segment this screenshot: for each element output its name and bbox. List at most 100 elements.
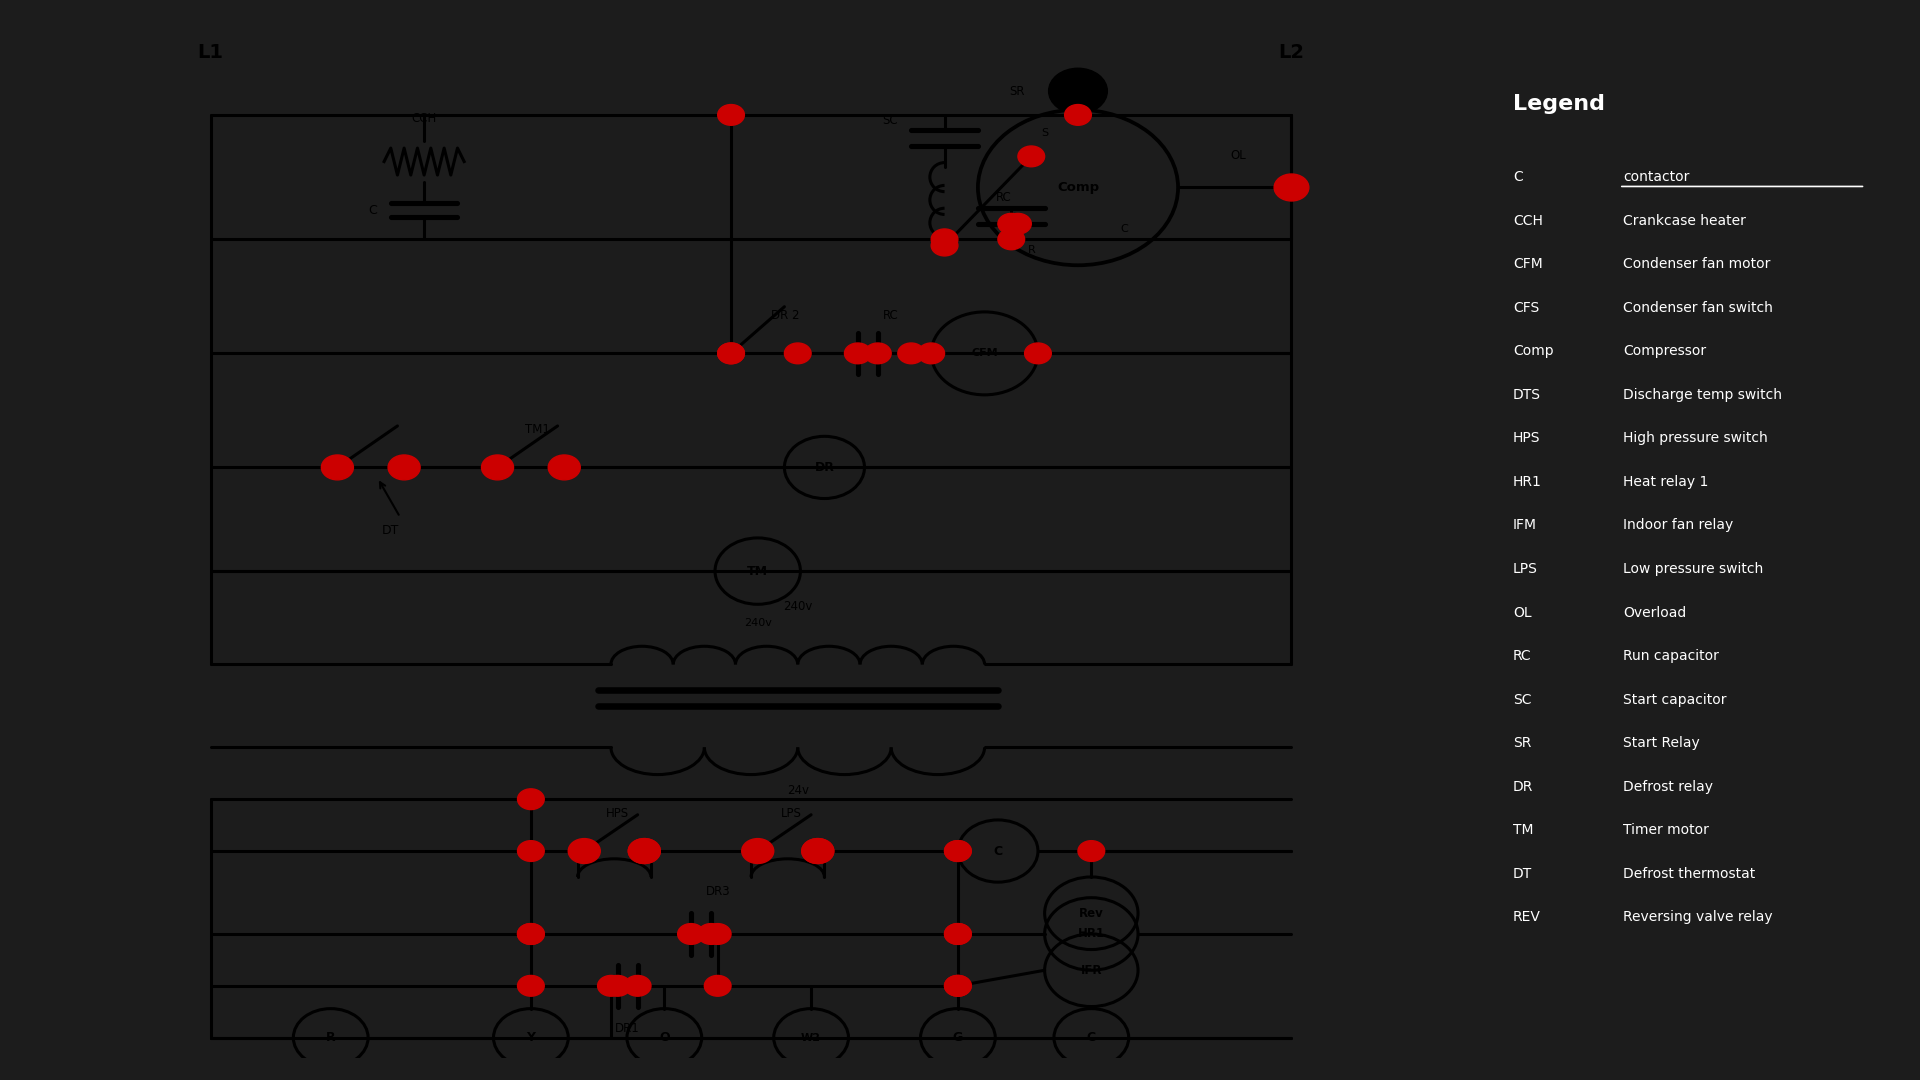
Circle shape <box>518 788 543 810</box>
Text: CFM: CFM <box>1513 257 1542 271</box>
Text: High pressure switch: High pressure switch <box>1624 431 1768 445</box>
Text: DR3: DR3 <box>705 885 730 897</box>
Circle shape <box>998 214 1025 234</box>
Text: SR: SR <box>1513 737 1532 751</box>
Circle shape <box>1275 174 1309 201</box>
Circle shape <box>697 923 724 944</box>
Circle shape <box>718 105 745 125</box>
Text: Overload: Overload <box>1624 606 1686 620</box>
Text: TM1: TM1 <box>524 423 549 436</box>
Circle shape <box>628 838 660 864</box>
Circle shape <box>741 838 774 864</box>
Text: CFM: CFM <box>972 349 998 359</box>
Text: 240v: 240v <box>743 618 772 627</box>
Text: DR: DR <box>1513 780 1534 794</box>
Text: 24v: 24v <box>787 784 808 797</box>
Text: CCH: CCH <box>411 112 436 125</box>
Text: Condenser fan motor: Condenser fan motor <box>1624 257 1770 271</box>
Text: W2: W2 <box>801 1032 822 1042</box>
Circle shape <box>321 455 353 480</box>
Text: Low pressure switch: Low pressure switch <box>1624 562 1764 576</box>
Text: HR1: HR1 <box>1077 928 1104 941</box>
Text: TM: TM <box>747 565 768 578</box>
Circle shape <box>705 923 732 944</box>
Text: TM: TM <box>1513 823 1534 837</box>
Text: Condenser fan switch: Condenser fan switch <box>1624 300 1774 314</box>
Circle shape <box>518 923 543 944</box>
Text: Start capacitor: Start capacitor <box>1624 692 1726 706</box>
Circle shape <box>918 343 945 364</box>
Text: DT: DT <box>382 525 399 538</box>
Circle shape <box>803 838 833 864</box>
Text: Legend: Legend <box>1513 94 1605 114</box>
Circle shape <box>945 840 972 862</box>
Circle shape <box>518 923 543 944</box>
Text: contactor: contactor <box>1624 171 1690 184</box>
Text: HR1: HR1 <box>1513 475 1542 489</box>
Text: G: G <box>952 1031 964 1044</box>
Text: Indoor fan relay: Indoor fan relay <box>1624 518 1734 532</box>
Circle shape <box>1077 840 1104 862</box>
Text: DR: DR <box>814 461 835 474</box>
Circle shape <box>803 838 833 864</box>
Circle shape <box>518 840 543 862</box>
Text: DTS: DTS <box>1513 388 1542 402</box>
Circle shape <box>624 975 651 996</box>
Circle shape <box>785 343 810 364</box>
Text: Timer motor: Timer motor <box>1624 823 1709 837</box>
Circle shape <box>945 923 972 944</box>
Circle shape <box>945 975 972 996</box>
Text: Run capacitor: Run capacitor <box>1624 649 1718 663</box>
Circle shape <box>549 455 580 480</box>
Text: Heat relay 1: Heat relay 1 <box>1624 475 1709 489</box>
Text: LPS: LPS <box>1513 562 1538 576</box>
Circle shape <box>945 923 972 944</box>
Circle shape <box>998 229 1025 249</box>
Text: DT: DT <box>1513 867 1532 881</box>
Text: Reversing valve relay: Reversing valve relay <box>1624 910 1772 924</box>
Text: RC: RC <box>883 309 899 322</box>
Text: C: C <box>1513 171 1523 184</box>
Text: Comp: Comp <box>1056 181 1098 194</box>
Circle shape <box>597 975 624 996</box>
Text: 240v: 240v <box>783 599 812 612</box>
Text: Compressor: Compressor <box>1624 345 1707 359</box>
Circle shape <box>1064 105 1091 125</box>
Circle shape <box>518 975 543 996</box>
Circle shape <box>718 343 745 364</box>
Text: HPS: HPS <box>607 807 630 820</box>
Text: OL: OL <box>1231 149 1246 162</box>
Circle shape <box>945 840 972 862</box>
Circle shape <box>1018 146 1044 166</box>
Circle shape <box>931 235 958 256</box>
Text: REV: REV <box>1513 910 1542 924</box>
Circle shape <box>931 229 958 249</box>
Text: RC: RC <box>1513 649 1532 663</box>
Circle shape <box>1025 343 1052 364</box>
Text: Rev: Rev <box>1079 907 1104 920</box>
Text: O: O <box>659 1031 670 1044</box>
Circle shape <box>1048 68 1108 113</box>
Text: SC: SC <box>1513 692 1532 706</box>
Circle shape <box>482 455 513 480</box>
Circle shape <box>678 923 705 944</box>
Text: IFM: IFM <box>1513 518 1536 532</box>
Circle shape <box>718 343 745 364</box>
Text: C: C <box>1121 224 1129 233</box>
Circle shape <box>705 975 732 996</box>
Text: CFS: CFS <box>1513 300 1540 314</box>
Circle shape <box>568 838 601 864</box>
Text: Start Relay: Start Relay <box>1624 737 1699 751</box>
Text: R: R <box>1027 244 1035 255</box>
Text: Defrost thermostat: Defrost thermostat <box>1624 867 1755 881</box>
Text: LPS: LPS <box>781 807 801 820</box>
Text: SC: SC <box>881 113 899 126</box>
Text: C: C <box>1087 1031 1096 1044</box>
Text: R: R <box>326 1031 336 1044</box>
Circle shape <box>388 455 420 480</box>
Text: C: C <box>369 204 378 217</box>
Circle shape <box>864 343 891 364</box>
Text: SR: SR <box>1010 84 1025 97</box>
Circle shape <box>1004 214 1031 234</box>
Text: Discharge temp switch: Discharge temp switch <box>1624 388 1782 402</box>
